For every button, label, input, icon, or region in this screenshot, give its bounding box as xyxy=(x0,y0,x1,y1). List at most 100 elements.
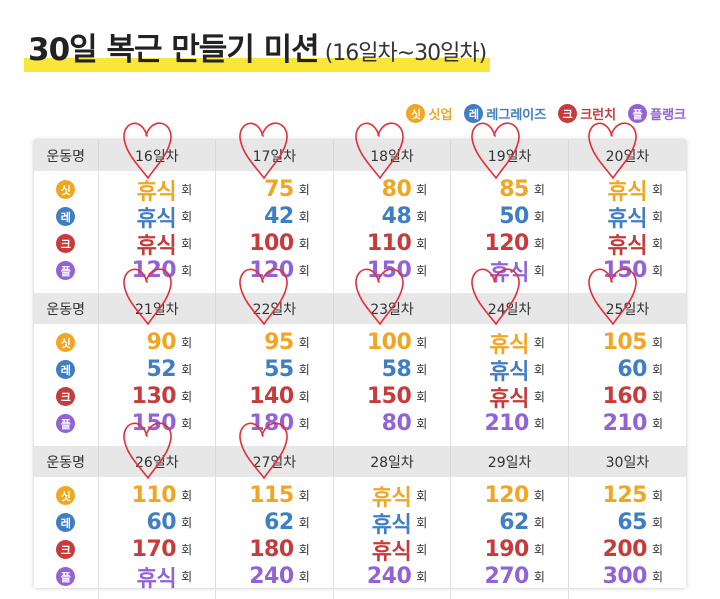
rep-count-leg: 휴식 xyxy=(136,206,177,232)
week-header-row: 운동명 26일차 27일차 28일차 29일차 30일차 xyxy=(34,446,686,477)
rep-count-plank: 휴식 xyxy=(489,260,529,286)
exercise-badge-leg: 레 xyxy=(56,513,76,532)
rep-unit: 회 xyxy=(652,363,664,377)
rep-unit: 회 xyxy=(416,390,428,404)
rep-unit: 회 xyxy=(416,210,428,224)
day-cell: 휴식 회 휴식 회 휴식 회 150 회 xyxy=(568,171,686,293)
day-header: 25일차 xyxy=(568,293,686,324)
rep-count-situp: 75 xyxy=(264,177,294,202)
rep-unit: 회 xyxy=(181,336,193,350)
rep-unit: 회 xyxy=(533,210,545,224)
day-header: 29일차 xyxy=(450,446,569,477)
rep-unit: 회 xyxy=(533,516,545,530)
rep-count-crunch: 휴식 xyxy=(136,233,177,259)
rep-unit: 회 xyxy=(652,183,664,197)
rep-unit: 회 xyxy=(181,570,193,584)
rep-unit: 회 xyxy=(298,210,310,224)
rep-unit: 회 xyxy=(533,264,545,278)
day-header: 28일차 xyxy=(333,446,452,477)
day-header: 30일차 xyxy=(568,446,686,477)
rep-count-situp: 90 xyxy=(146,330,177,355)
rep-unit: 회 xyxy=(533,363,545,377)
week-header-row: 운동명 21일차 22일차 23일차 24일차 25일차 xyxy=(34,293,686,324)
day-cell: 100 회 58 회 150 회 80 회 xyxy=(333,324,452,446)
rep-unit: 회 xyxy=(181,264,193,278)
rep-unit: 회 xyxy=(298,516,310,530)
legend-label-leg: 레그레이즈 xyxy=(486,108,547,123)
page-title: 30일 복근 만들기 미션 (16일차~30일차) xyxy=(23,30,491,74)
rep-unit: 회 xyxy=(181,489,193,503)
rep-count-plank: 120 xyxy=(249,258,294,283)
day-header: 22일차 xyxy=(215,293,334,324)
legend-badge-crunch: 크 xyxy=(558,104,578,123)
rep-unit: 회 xyxy=(181,516,193,530)
rep-count-plank: 210 xyxy=(484,411,529,436)
rep-unit: 회 xyxy=(652,570,664,584)
rep-count-situp: 휴식 xyxy=(371,485,412,511)
exercise-badge-situp: 싯 xyxy=(56,333,76,352)
rep-unit: 회 xyxy=(416,570,428,584)
rep-count-situp: 115 xyxy=(249,483,294,508)
day-cell: 95 회 55 회 140 회 180 회 xyxy=(215,324,334,446)
rep-unit: 회 xyxy=(298,390,310,404)
day-header: 26일차 xyxy=(98,446,217,477)
rep-unit: 회 xyxy=(416,183,428,197)
rep-count-situp: 휴식 xyxy=(136,179,177,205)
rep-count-leg: 48 xyxy=(381,204,412,229)
rep-unit: 회 xyxy=(298,417,310,431)
rep-count-crunch: 160 xyxy=(602,384,648,409)
rep-count-crunch: 170 xyxy=(131,537,177,562)
legend-badge-leg: 레 xyxy=(464,104,484,123)
rep-unit: 회 xyxy=(652,543,664,557)
legend-item-leg: 레 레그레이즈 xyxy=(464,104,546,123)
rep-count-plank: 240 xyxy=(366,564,412,589)
rep-count-plank: 150 xyxy=(602,258,648,283)
rep-unit: 회 xyxy=(181,183,193,197)
rep-unit: 회 xyxy=(652,336,664,350)
rep-unit: 회 xyxy=(298,363,310,377)
week-body-row: 싯 레 크 플 110 회 60 회 170 회 휴식 회 115 회 62 회 180 회 240 회 휴식 회 휴식 회 휴… xyxy=(34,477,686,599)
rep-unit: 회 xyxy=(298,237,310,251)
day-cell: 125 회 65 회 200 회 300 회 xyxy=(568,477,686,599)
legend-label-situp: 싯업 xyxy=(428,108,453,123)
rep-count-crunch: 150 xyxy=(366,384,412,409)
rep-unit: 회 xyxy=(298,183,310,197)
rep-count-leg: 42 xyxy=(264,204,294,229)
rep-count-leg: 50 xyxy=(499,204,529,229)
rep-count-situp: 휴식 xyxy=(489,332,529,358)
rep-count-crunch: 130 xyxy=(131,384,177,409)
exercise-badge-plank: 플 xyxy=(56,414,76,433)
rep-count-plank: 120 xyxy=(131,258,177,283)
rep-unit: 회 xyxy=(181,390,193,404)
rep-count-plank: 휴식 xyxy=(136,566,177,592)
rep-count-leg: 65 xyxy=(617,510,647,535)
legend-badge-plank: 플 xyxy=(628,104,648,123)
rep-count-leg: 60 xyxy=(146,510,177,535)
day-cell: 80 회 48 회 110 회 150 회 xyxy=(333,171,452,293)
rep-unit: 회 xyxy=(416,489,428,503)
rep-unit: 회 xyxy=(652,390,664,404)
rep-count-situp: 125 xyxy=(602,483,648,508)
day-header: 18일차 xyxy=(333,140,452,171)
rep-count-plank: 240 xyxy=(249,564,294,589)
title-subtitle: (16일차~30일차) xyxy=(324,41,488,66)
day-cell: 휴식 회 휴식 회 휴식 회 240 회 xyxy=(333,477,452,599)
rep-unit: 회 xyxy=(416,237,428,251)
rep-count-crunch: 휴식 xyxy=(607,233,648,259)
day-cell: 120 회 62 회 190 회 270 회 xyxy=(450,477,569,599)
day-header: 20일차 xyxy=(568,140,686,171)
day-cell: 75 회 42 회 100 회 120 회 xyxy=(215,171,334,293)
exercise-badge-crunch: 크 xyxy=(56,234,76,253)
rep-unit: 회 xyxy=(652,264,664,278)
legend-item-crunch: 크 크런치 xyxy=(558,104,616,123)
rep-count-plank: 210 xyxy=(602,411,648,436)
rep-count-situp: 110 xyxy=(131,483,177,508)
rep-count-plank: 180 xyxy=(249,411,294,436)
exercise-badge-situp: 싯 xyxy=(56,486,76,505)
rep-unit: 회 xyxy=(298,264,310,278)
exercise-badge-crunch: 크 xyxy=(56,387,76,406)
rep-count-crunch: 휴식 xyxy=(371,539,412,565)
rep-unit: 회 xyxy=(652,489,664,503)
rep-count-situp: 휴식 xyxy=(607,179,648,205)
exercise-column-label: 운동명 xyxy=(34,293,99,324)
